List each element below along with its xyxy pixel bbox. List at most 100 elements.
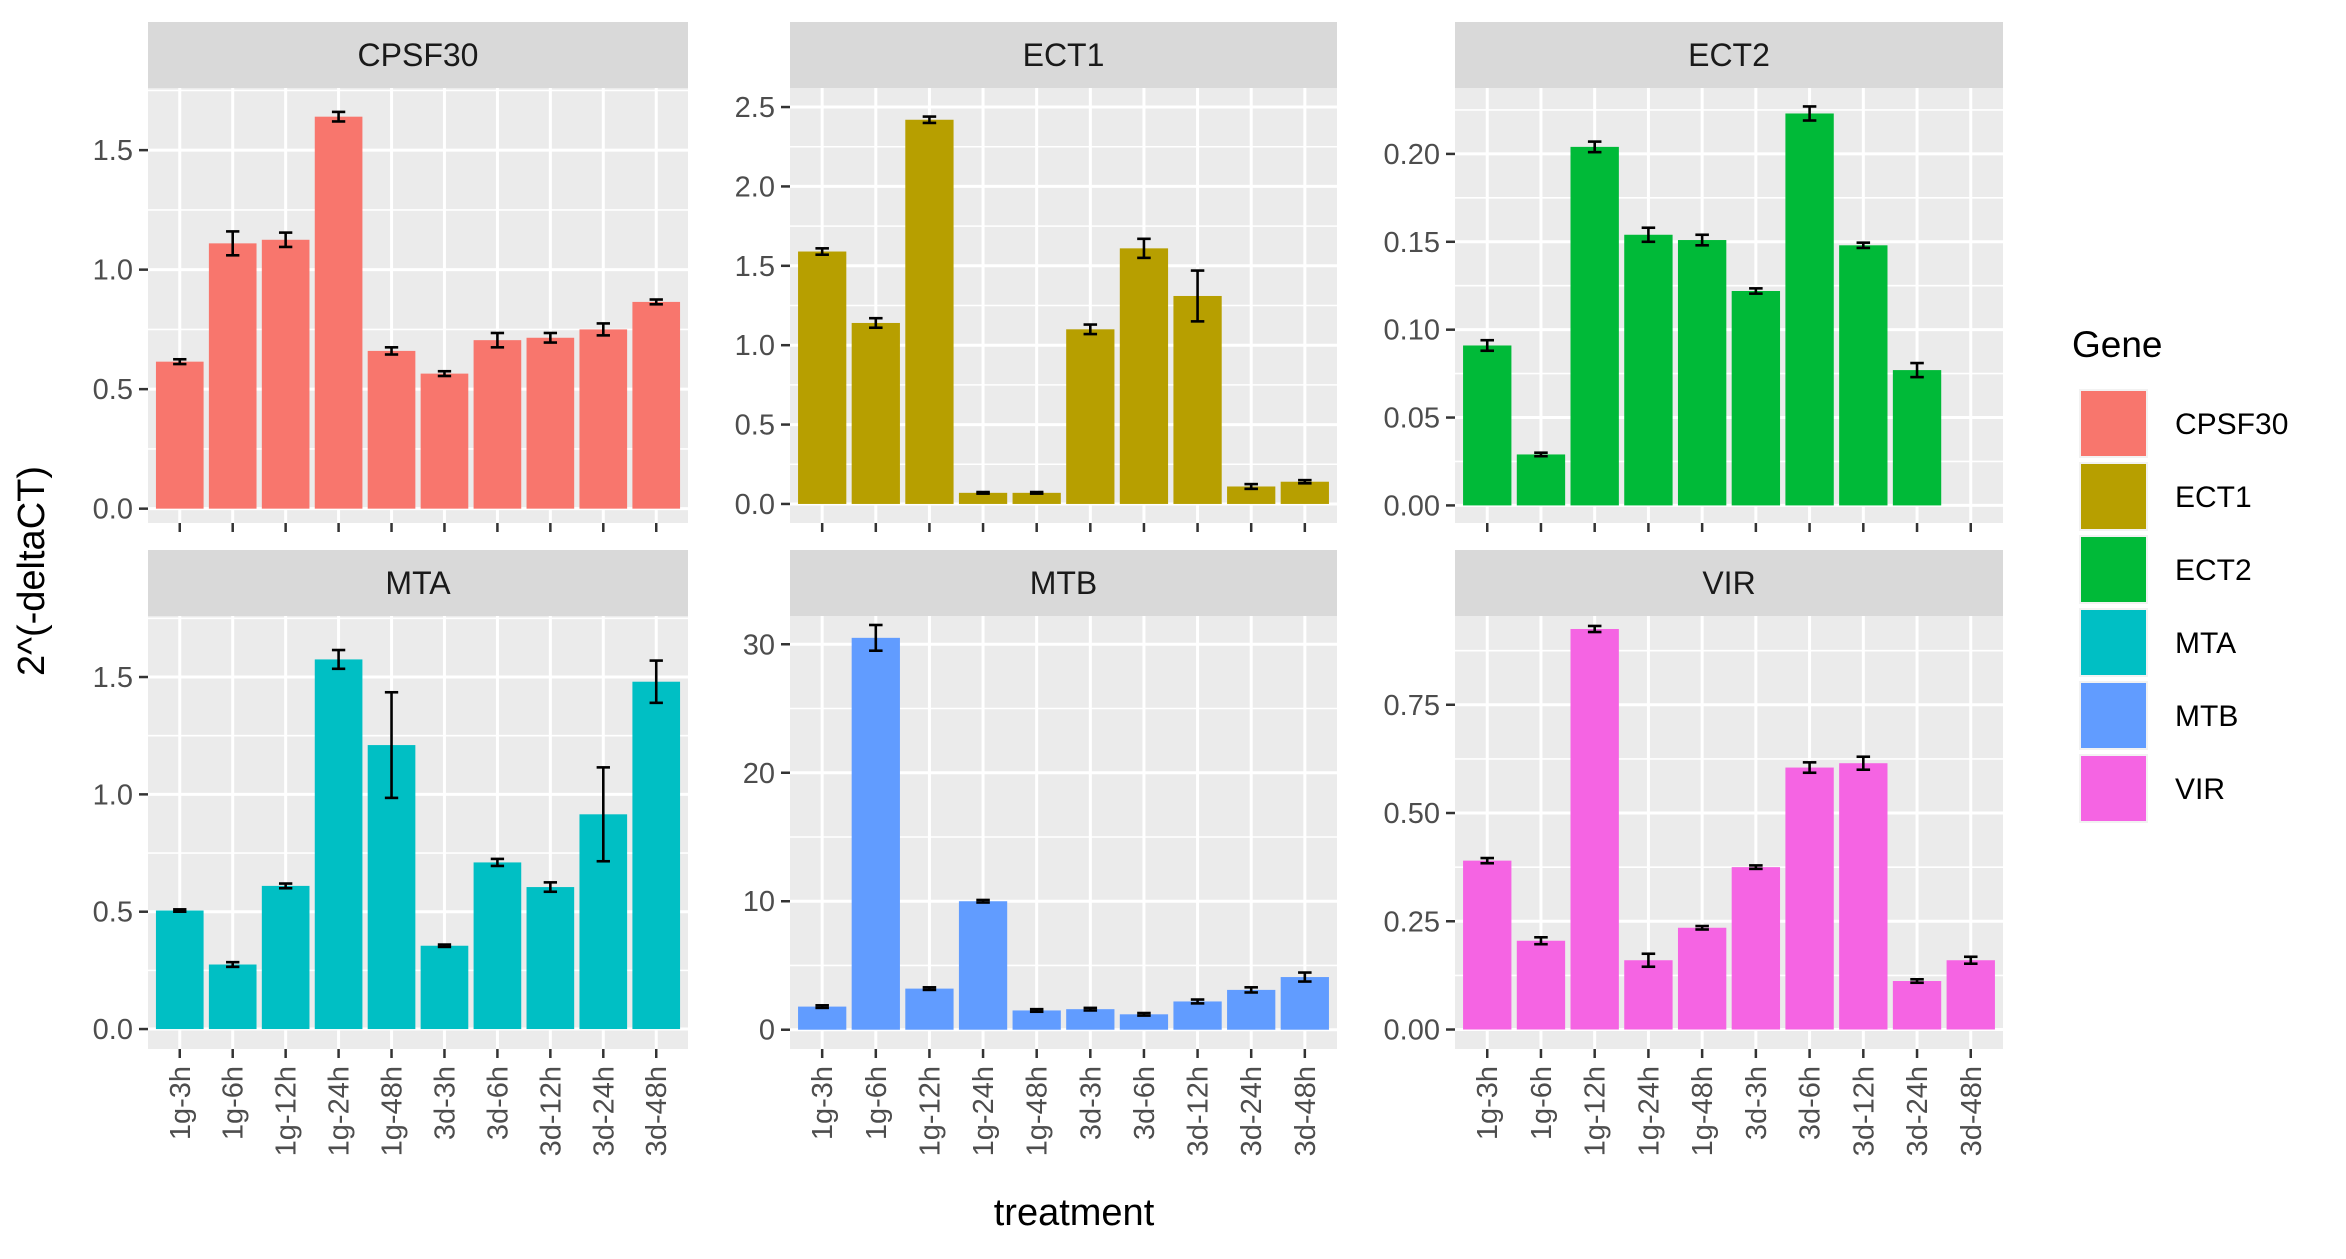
bar bbox=[1785, 113, 1834, 506]
bar bbox=[851, 322, 900, 504]
bar bbox=[1119, 1014, 1169, 1030]
x-tick-label: 3d-3h bbox=[429, 1066, 461, 1140]
y-tick-label: 1.5 bbox=[93, 662, 133, 694]
bar bbox=[1227, 989, 1276, 1030]
bar bbox=[1066, 329, 1115, 504]
y-tick-label: 10 bbox=[743, 886, 775, 918]
x-tick-label: 3d-48h bbox=[1956, 1066, 1988, 1156]
x-tick-label: 3d-12h bbox=[1848, 1066, 1880, 1156]
x-tick-label: 3d-24h bbox=[588, 1066, 620, 1156]
facet-strip bbox=[148, 550, 688, 616]
y-tick-label: 2.0 bbox=[735, 171, 775, 203]
bar bbox=[155, 361, 204, 509]
y-tick-label: 0.25 bbox=[1384, 906, 1440, 938]
bar bbox=[798, 1006, 847, 1030]
x-tick-label: 1g-24h bbox=[968, 1066, 1000, 1156]
x-tick-label: 1g-6h bbox=[861, 1066, 893, 1140]
y-tick-label: 0.10 bbox=[1384, 315, 1440, 347]
bar bbox=[420, 373, 469, 509]
y-tick-label: 0.75 bbox=[1384, 690, 1440, 722]
x-tick-label: 1g-6h bbox=[1526, 1066, 1558, 1140]
x-tick-label: 1g-24h bbox=[1633, 1066, 1665, 1156]
y-tick-label: 0.20 bbox=[1384, 139, 1440, 171]
bar bbox=[1946, 960, 1995, 1030]
legend-label: VIR bbox=[2175, 773, 2225, 806]
bar bbox=[155, 910, 204, 1030]
y-tick-label: 1.5 bbox=[93, 135, 133, 167]
bar bbox=[1463, 860, 1512, 1030]
y-tick-label: 2.5 bbox=[735, 92, 775, 124]
facet-vir: VIR 0.00 0.25 0.50 0.75 bbox=[1384, 550, 2003, 1058]
y-axis-title: 2^(-deltaCT) bbox=[11, 466, 53, 676]
x-tick-label: 3d-24h bbox=[1236, 1066, 1268, 1156]
bar bbox=[1173, 295, 1222, 504]
facet-cpsf30: CPSF30 0.0 0.5 1.0 1.5 bbox=[93, 22, 688, 532]
bar bbox=[1012, 492, 1061, 504]
facet-panels: CPSF30 0.0 0.5 1.0 1.5 ECT1 0.0 0.5 1.0 1.5 2.0 2.5… bbox=[93, 22, 2003, 1058]
facet-ect1: ECT1 0.0 0.5 1.0 1.5 2.0 2.5 bbox=[735, 22, 1337, 532]
y-tick-label: 0 bbox=[759, 1015, 775, 1047]
x-axis-ticks: 1g-3h 1g-6h 1g-12h 1g-24h 1g-48h 3d-3h 3d-6h 3d… bbox=[165, 1066, 1988, 1156]
bar bbox=[905, 988, 954, 1030]
legend-label: ECT2 bbox=[2175, 554, 2252, 587]
x-tick-label: 3d-48h bbox=[641, 1066, 673, 1156]
bar bbox=[1839, 763, 1888, 1030]
y-tick-label: 0.05 bbox=[1384, 403, 1440, 435]
y-tick-label: 0.5 bbox=[735, 410, 775, 442]
legend-swatch-cpsf30 bbox=[2081, 391, 2146, 456]
legend-label: MTA bbox=[2175, 627, 2236, 660]
bar bbox=[798, 251, 847, 504]
x-tick-label: 3d-6h bbox=[1795, 1066, 1827, 1140]
bar bbox=[1731, 867, 1781, 1030]
bar bbox=[1570, 146, 1619, 506]
facet-ect2: ECT2 0.00 0.05 0.10 0.15 0.20 bbox=[1384, 22, 2003, 532]
facet-mtb: MTB 0 10 20 30 bbox=[743, 550, 1337, 1058]
facet-strip-label: MTA bbox=[385, 565, 451, 601]
bar bbox=[1280, 977, 1329, 1030]
bar bbox=[261, 885, 310, 1030]
x-tick-label: 3d-12h bbox=[1183, 1066, 1215, 1156]
facet-strip-label: ECT1 bbox=[1023, 37, 1105, 73]
bar bbox=[1677, 927, 1727, 1030]
bar bbox=[367, 350, 416, 509]
bar bbox=[1227, 486, 1276, 504]
x-tick-label: 1g-3h bbox=[1472, 1066, 1504, 1140]
legend-swatch-ect1 bbox=[2081, 464, 2146, 529]
y-tick-label: 20 bbox=[743, 758, 775, 790]
bar bbox=[1570, 628, 1619, 1030]
y-tick-label: 0.0 bbox=[93, 1014, 133, 1046]
legend-label: ECT1 bbox=[2175, 481, 2252, 514]
bar bbox=[1624, 234, 1673, 506]
legend-swatch-vir bbox=[2081, 756, 2146, 821]
bar bbox=[473, 340, 522, 509]
x-tick-label: 3d-12h bbox=[535, 1066, 567, 1156]
x-tick-label: 1g-3h bbox=[165, 1066, 197, 1140]
facet-strip-label: ECT2 bbox=[1688, 37, 1770, 73]
y-tick-label: 30 bbox=[743, 629, 775, 661]
legend-keys: CPSF30 ECT1 ECT2 MTA MTB VIR bbox=[2079, 389, 2288, 823]
y-tick-label: 0.0 bbox=[735, 489, 775, 521]
bar bbox=[1066, 1009, 1115, 1030]
legend-swatch-mta bbox=[2081, 610, 2146, 675]
x-axis-title: treatment bbox=[994, 1192, 1155, 1234]
bar bbox=[1463, 345, 1512, 506]
y-tick-label: 0.5 bbox=[93, 897, 133, 929]
x-tick-label: 3d-24h bbox=[1902, 1066, 1934, 1156]
bar bbox=[1119, 248, 1169, 504]
bar bbox=[958, 901, 1008, 1030]
bar bbox=[1280, 481, 1329, 504]
bar bbox=[958, 492, 1008, 504]
y-tick-label: 1.5 bbox=[735, 251, 775, 283]
bar bbox=[420, 945, 469, 1030]
y-tick-label: 0.00 bbox=[1384, 490, 1440, 522]
bar bbox=[314, 116, 363, 509]
bar bbox=[1173, 1001, 1222, 1030]
y-tick-label: 0.00 bbox=[1384, 1015, 1440, 1047]
bar bbox=[314, 659, 363, 1030]
y-tick-label: 1.0 bbox=[735, 330, 775, 362]
facet-strip bbox=[790, 22, 1337, 88]
bar bbox=[526, 887, 575, 1030]
x-tick-label: 3d-48h bbox=[1290, 1066, 1322, 1156]
bar bbox=[1892, 370, 1942, 506]
